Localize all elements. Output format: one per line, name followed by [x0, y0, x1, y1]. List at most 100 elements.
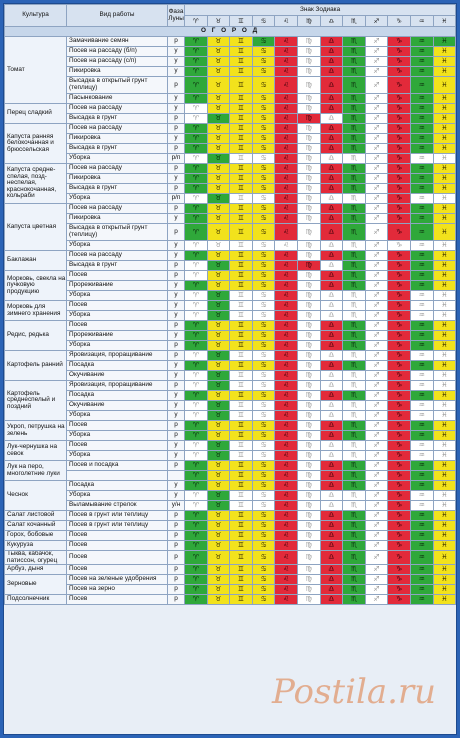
zodiac-cell: ♐ — [364, 390, 389, 401]
zodiac-cell: ♉ — [206, 520, 231, 531]
zodiac-cell: ♊ — [229, 56, 253, 67]
zodiac-cell: ♍ — [296, 370, 321, 381]
zodiac-cell: ♎ — [319, 440, 344, 451]
zodiac-cell: ♑ — [387, 430, 411, 441]
zodiac-cell: ♎ — [319, 549, 344, 566]
zodiac-cell: ♑ — [387, 340, 411, 351]
zodiac-cell: ♑ — [387, 103, 411, 114]
zodiac-cell: ♉ — [206, 143, 231, 154]
zodiac-cell: ♎ — [319, 173, 344, 184]
work-type: Высадка в грунт — [66, 260, 168, 271]
zodiac-cell: ♉ — [206, 350, 231, 361]
zodiac-cell: ♒ — [409, 370, 434, 381]
zodiac-cell: ♋ — [251, 400, 276, 411]
zodiac-cell: ♊ — [229, 260, 253, 271]
zodiac-cell: ♓ — [432, 420, 457, 431]
zodiac-cell: ♍ — [296, 360, 321, 371]
zodiac-cell: ♐ — [364, 143, 389, 154]
zodiac-cell: ♒ — [409, 123, 434, 134]
work-type: Посев в грунт или теплицу — [66, 520, 168, 531]
moon-phase: у — [167, 390, 185, 401]
crop-name: Перец сладкий — [4, 103, 67, 124]
zodiac-cell: ♊ — [229, 133, 253, 144]
zodiac-cell: ♎ — [319, 183, 344, 194]
work-type: Яровизация, проращивание — [66, 380, 168, 391]
zodiac-cell: ♎ — [319, 330, 344, 341]
zodiac-cell: ♏ — [342, 36, 366, 47]
zodiac-cell: ♌ — [274, 123, 298, 134]
work-type: Яровизация, проращивание — [66, 350, 168, 361]
zodiac-cell: ♋ — [251, 330, 276, 341]
zodiac-cell: ♐ — [364, 470, 389, 481]
zodiac-cell: ♋ — [251, 260, 276, 271]
zodiac-cell: ♌ — [274, 66, 298, 77]
zodiac-cell: ♉ — [206, 153, 231, 164]
zodiac-cell: ♈ — [184, 250, 208, 261]
zodiac-cell: ♍ — [296, 250, 321, 261]
zodiac-cell: ♒ — [409, 223, 434, 241]
zodiac-cell: ♋ — [251, 213, 276, 224]
zodiac-cell: ♓ — [432, 280, 457, 291]
zodiac-cell: ♍ — [296, 290, 321, 301]
zodiac-cell: ♓ — [432, 300, 457, 311]
zodiac-cell: ♎ — [319, 410, 344, 421]
zodiac-cell: ♏ — [342, 400, 366, 411]
zodiac-cell: ♊ — [229, 223, 253, 241]
moon-phase: р — [167, 460, 185, 471]
zodiac-cell: ♒ — [409, 490, 434, 501]
zodiac-cell: ♓ — [432, 163, 457, 174]
zodiac-cell: ♎ — [319, 380, 344, 391]
zodiac-cell: ♌ — [274, 480, 298, 491]
zodiac-cell: ♌ — [274, 500, 298, 511]
zodiac-cell: ♎ — [319, 270, 344, 281]
zodiac-cell: ♏ — [342, 260, 366, 271]
zodiac-cell: ♎ — [319, 66, 344, 77]
zodiac-cell: ♐ — [364, 310, 389, 321]
moon-phase: р — [167, 183, 185, 194]
zodiac-cell: ♌ — [274, 203, 298, 214]
zodiac-cell: ♑ — [387, 390, 411, 401]
zodiac-cell: ♈ — [184, 173, 208, 184]
zodiac-cell: ♋ — [251, 530, 276, 541]
zodiac-cell: ♒ — [409, 103, 434, 114]
zodiac-cell: ♏ — [342, 103, 366, 114]
zodiac-cell: ♒ — [409, 390, 434, 401]
zodiac-cell: ♌ — [274, 400, 298, 411]
work-type: Посев — [66, 300, 168, 311]
zodiac-cell: ♐ — [364, 103, 389, 114]
zodiac-cell: ♈ — [184, 564, 208, 576]
work-type: Посев — [66, 549, 168, 566]
zodiac-cell: ♓ — [432, 510, 457, 521]
zodiac-cell: ♓ — [432, 360, 457, 371]
zodiac-cell: ♍ — [296, 300, 321, 311]
zodiac-cell: ♌ — [274, 250, 298, 261]
zodiac-cell: ♌ — [274, 330, 298, 341]
table-row: Пасынкование у ♈ ♉ ♊ ♋ ♌ ♍ ♎ ♏ ♐ ♑ ♒ ♓ — [5, 93, 457, 104]
zodiac-cell: ♓ — [432, 380, 457, 391]
moon-phase: р — [167, 143, 185, 154]
zodiac-cell: ♑ — [387, 330, 411, 341]
zodiac-cell: ♏ — [342, 310, 366, 321]
crop-name: Подсолнечник — [4, 594, 67, 606]
zodiac-cell: ♈ — [184, 183, 208, 194]
crop-name: Морковь, свекла на пучковую продукцию — [4, 270, 67, 301]
table-row: Перец сладкий Посев на рассаду у ♈ ♉ ♊ ♋ ♌ ♍ ♎ ♏ ♐ ♑… — [4, 103, 457, 124]
zodiac-cell: ♑ — [387, 460, 411, 471]
zodiac-cell: ♐ — [364, 163, 389, 174]
zodiac-cell: ♊ — [229, 420, 253, 431]
zodiac-cell: ♌ — [274, 594, 298, 606]
zodiac-cell: ♌ — [274, 260, 298, 271]
zodiac-cell: ♈ — [184, 594, 208, 606]
zodiac-cell: ♌ — [274, 390, 298, 401]
zodiac-cell: ♈ — [184, 400, 208, 411]
zodiac-cell: ♊ — [229, 330, 253, 341]
zodiac-cell: ♊ — [229, 143, 253, 154]
zodiac-cell: ♒ — [409, 500, 434, 511]
zodiac-cell: ♒ — [409, 173, 434, 184]
zodiac-cell: ♈ — [184, 430, 208, 441]
zodiac-cell: ♑ — [387, 270, 411, 281]
zodiac-cell: ♑ — [387, 213, 411, 224]
zodiac-cell: ♓ — [432, 340, 457, 351]
zodiac-cell: ♉ — [206, 584, 231, 596]
zodiac-cell: ♐ — [364, 530, 389, 541]
